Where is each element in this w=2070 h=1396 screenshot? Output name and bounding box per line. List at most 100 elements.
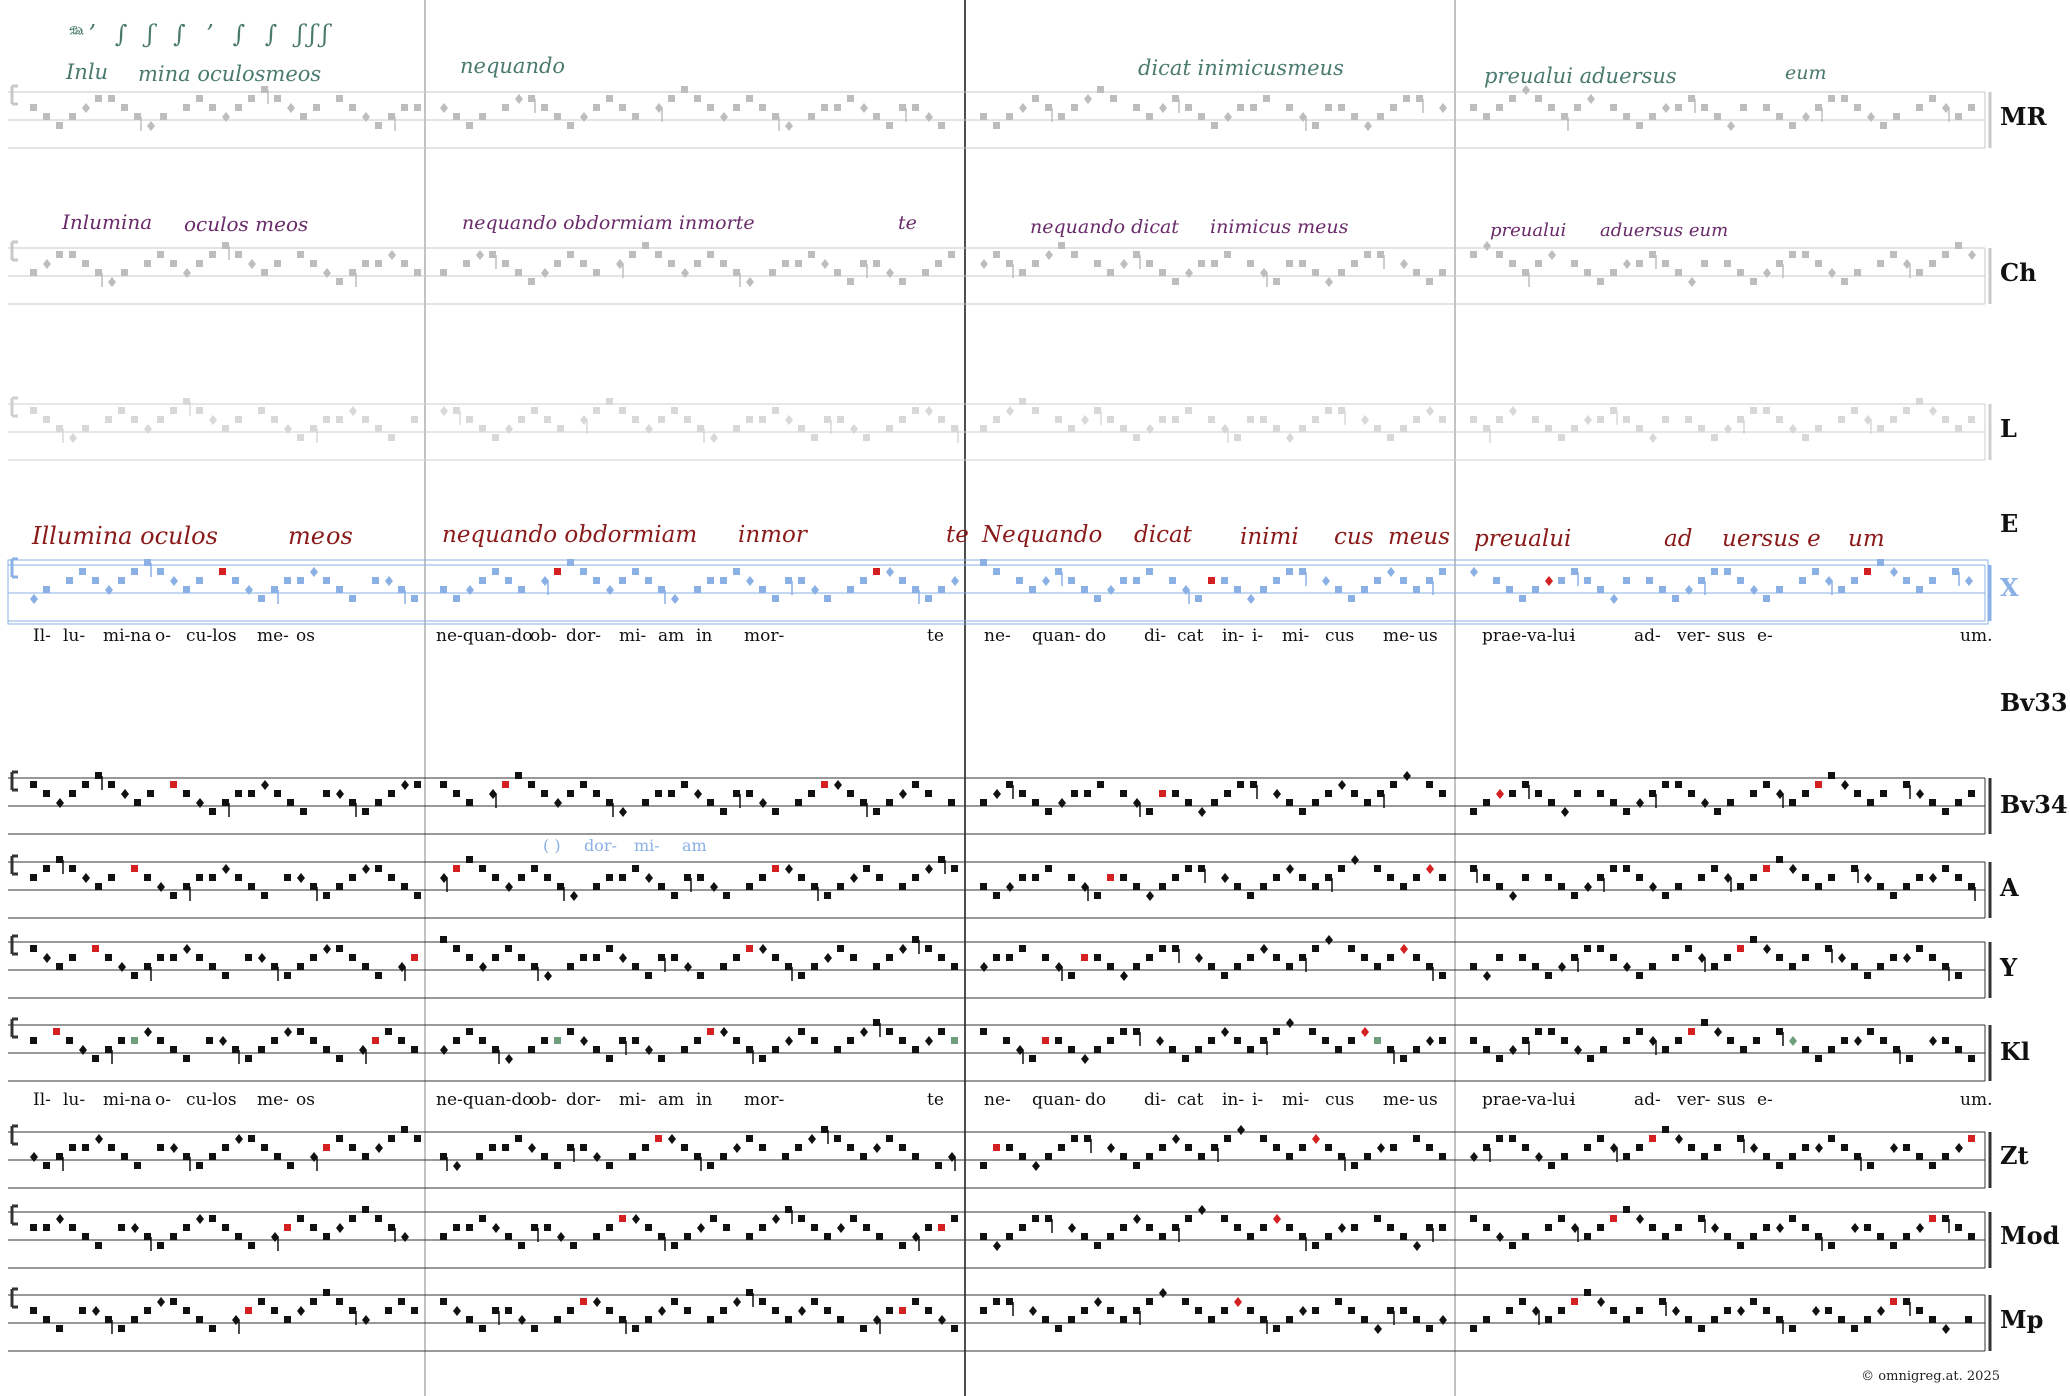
staves <box>7 84 1992 1352</box>
staff-y <box>8 934 1992 999</box>
lyric-syllable: cus <box>1325 1090 1355 1110</box>
notes-mod <box>30 1205 1975 1251</box>
lyric-syllable: di- <box>1144 1090 1167 1110</box>
lyric-syllable: cus <box>1325 626 1355 646</box>
lyric-syllable: mi-na <box>103 1090 152 1110</box>
lyric-syllable: ob- <box>530 626 557 646</box>
lyric-syllable: ob- <box>530 1090 557 1110</box>
siglum-l: L <box>2000 414 2017 443</box>
notes-kl <box>30 1018 1975 1064</box>
lyric-syllable: mi- <box>619 626 647 646</box>
ch-text-2: oculos meos <box>184 212 309 236</box>
notes-zt <box>30 1125 1975 1171</box>
staff-l <box>8 396 1992 461</box>
lyric-syllable: Il- <box>33 626 51 646</box>
staff-mod <box>8 1204 1992 1269</box>
lyric-syllable: e- <box>1757 1090 1773 1110</box>
mr-text-4: dicat inimicusmeus <box>1138 56 1344 80</box>
lyric-syllable: os <box>296 1090 315 1110</box>
neume-notes <box>30 85 1976 1334</box>
bv34-variant-paren: ( ) <box>543 836 561 855</box>
ch-text-5: nequando dicat <box>1030 216 1179 238</box>
e-text-2: me <box>288 522 325 550</box>
lyric-syllable: ad- <box>1634 626 1661 646</box>
e-text-6: te <box>946 522 969 548</box>
lyric-syllable: dor- <box>566 1090 601 1110</box>
ch-text-1: Inlumina <box>62 210 153 234</box>
lyric-syllable: dor- <box>566 626 601 646</box>
e-text-14: uersus e <box>1722 526 1821 552</box>
lyric-syllable: us <box>1418 626 1438 646</box>
e-text-10: cus <box>1334 524 1374 550</box>
siglum-a: A <box>2000 873 2019 902</box>
notes-mp <box>30 1288 1972 1334</box>
notes-y <box>30 935 1962 981</box>
lyric-syllable: mor- <box>744 626 785 646</box>
lyric-syllable: ne-quan-do <box>436 1090 533 1110</box>
lyric-syllable: um. <box>1960 626 1993 646</box>
lyric-syllable: me- <box>257 1090 289 1110</box>
siglum-bv34: Bv34 <box>2000 790 2068 819</box>
lyric-syllable: i- <box>1252 626 1264 646</box>
e-text-1: Illumina oculos <box>32 522 218 550</box>
lyric-syllable: os <box>296 626 315 646</box>
siglum-mr: MR <box>2000 102 2047 131</box>
bv34-variant-dor: dor- <box>584 836 617 855</box>
notes-bv34 <box>30 771 1975 817</box>
ch-text-6: inimicus meus <box>1210 216 1349 238</box>
staff-bv34 <box>8 770 1992 835</box>
lyric-syllable: mi-na <box>103 626 152 646</box>
copyright-notice: © omnigreg.at. 2025 <box>1861 1369 2000 1384</box>
lyric-syllable: Il- <box>33 1090 51 1110</box>
staff-kl <box>8 1017 1992 1082</box>
lyric-syllable: o- <box>155 626 171 646</box>
mr-text-3: nequando <box>460 54 566 78</box>
section-dividers <box>424 0 1456 1396</box>
staff-mp <box>8 1287 1992 1352</box>
lyric-syllable: ver- <box>1677 626 1711 646</box>
lyric-syllable: prae-va-lu- <box>1482 626 1575 646</box>
siglum-zt: Zt <box>2000 1141 2029 1170</box>
siglum-bv33: Bv33 <box>2000 688 2068 717</box>
mr-neumes: 𝆮ʼ ∫ ʃ ∫ ʼ ∫ ∫ ʃʃʃ <box>66 20 335 48</box>
lyric-syllable: am <box>658 626 685 646</box>
lyric-syllable: in <box>696 626 713 646</box>
ch-text-7: preualui <box>1490 220 1567 241</box>
staff-a <box>8 854 1992 919</box>
e-text-4: nequando obdormiam <box>442 522 698 548</box>
e-text-15: um <box>1848 526 1885 552</box>
e-text-9: inimi <box>1240 524 1299 550</box>
lyric-syllable: in- <box>1222 626 1245 646</box>
mr-text-1: Inlu <box>66 60 109 84</box>
siglum-y: Y <box>2000 953 2018 982</box>
lyric-syllable: ne- <box>984 1090 1011 1110</box>
e-text-12: preualui <box>1474 526 1572 552</box>
lyric-syllable: quan- <box>1032 626 1081 646</box>
lyric-syllable: i <box>1570 626 1576 646</box>
lyric-syllable: me- <box>1383 626 1415 646</box>
e-text-11: meus <box>1388 524 1451 550</box>
staff-zt <box>8 1124 1992 1189</box>
bv34-variant-am: am <box>682 836 707 855</box>
lyric-syllable: lu- <box>63 626 86 646</box>
lyric-syllable: ad- <box>1634 1090 1661 1110</box>
lyric-syllable: in <box>696 1090 713 1110</box>
e-text-3: os <box>326 522 353 550</box>
lyric-syllable: do <box>1085 626 1107 646</box>
ch-text-8: aduersus eum <box>1600 220 1729 241</box>
lyric-syllable: um. <box>1960 1090 1993 1110</box>
lyric-syllable: o- <box>155 1090 171 1110</box>
ch-text-3: nequando obdormiam inmorte <box>462 212 755 234</box>
lyric-syllable: mor- <box>744 1090 785 1110</box>
lyric-syllable: te <box>927 626 944 646</box>
lyric-syllable: quan- <box>1032 1090 1081 1110</box>
mr-text-2: mina oculosmeos <box>138 62 322 86</box>
lyric-syllable: do <box>1085 1090 1107 1110</box>
lyric-syllable: cat <box>1177 1090 1204 1110</box>
lyric-syllable: mi- <box>619 1090 647 1110</box>
lyric-syllable: ne- <box>984 626 1011 646</box>
e-text-7: Nequando <box>982 522 1103 548</box>
notes-x <box>30 559 1973 604</box>
e-text-13: ad <box>1664 526 1693 552</box>
